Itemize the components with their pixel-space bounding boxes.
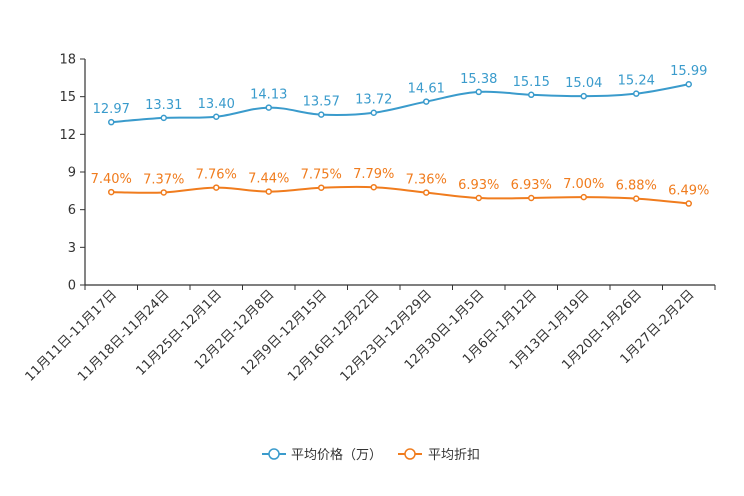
legend-item-avg-discount: 平均折扣 [398, 448, 480, 463]
data-label: 15.24 [618, 74, 655, 89]
data-point [475, 194, 482, 202]
data-label: 12.97 [93, 102, 130, 117]
data-point [633, 195, 640, 202]
data-point [423, 98, 430, 105]
series-line [111, 83, 689, 124]
x-tick-label: 12月23日-12月29日 [338, 287, 435, 384]
data-label: 7.37% [143, 172, 184, 187]
data-label: 13.40 [198, 97, 235, 112]
data-point [318, 111, 325, 118]
data-label: 13.72 [355, 93, 392, 108]
y-tick-label: 3 [68, 241, 76, 256]
data-label: 13.57 [303, 95, 340, 110]
y-tick-label: 12 [59, 128, 76, 143]
data-point [423, 189, 430, 196]
data-point [108, 188, 115, 196]
legend-item-avg-price: 平均价格（万） [262, 447, 382, 463]
legend-marker-icon [404, 448, 416, 460]
data-point [160, 189, 167, 196]
y-tick-label: 6 [68, 203, 76, 218]
data-label: 15.04 [565, 76, 602, 91]
y-tick-label: 9 [68, 166, 76, 181]
data-point [580, 193, 587, 201]
data-label: 7.44% [248, 172, 289, 187]
legend-label: 平均折扣 [428, 448, 480, 463]
data-point [685, 200, 692, 207]
x-tick-label: 12月16日-12月22日 [285, 287, 382, 384]
data-label: 6.93% [458, 178, 499, 193]
data-point [370, 183, 377, 191]
data-label: 6.93% [511, 178, 552, 193]
x-tick-label: 11月18日-11月24日 [75, 287, 172, 384]
data-label: 6.88% [616, 179, 657, 194]
y-tick-label: 15 [59, 90, 76, 105]
data-point [318, 184, 325, 191]
series-layer: 12.97 13.31 13.40 14.13 13.57 13.72 14.61 15.38… [91, 64, 709, 207]
data-point [265, 104, 272, 111]
data-label: 15.38 [460, 72, 497, 87]
data-label: 13.31 [145, 98, 182, 113]
x-tick-label: 11月11日-11月17日 [23, 287, 120, 384]
series-avg-discount: 7.40% 7.37% 7.76% 7.44% 7.75% 7.79% 7.36% 6.93%… [91, 167, 709, 207]
series-line [111, 185, 689, 205]
data-point [108, 118, 115, 126]
series-avg-price: 12.97 13.31 13.40 14.13 13.57 13.72 14.61 15.38… [93, 64, 707, 126]
data-point [528, 194, 535, 202]
data-point [580, 92, 587, 100]
data-label: 14.13 [250, 88, 287, 103]
data-point [528, 91, 535, 99]
data-label: 7.76% [196, 168, 237, 183]
data-label: 15.99 [670, 64, 707, 79]
legend: 平均价格（万） 平均折扣 [262, 447, 480, 463]
legend-label: 平均价格（万） [291, 447, 382, 463]
data-point [213, 184, 220, 191]
data-label: 7.75% [301, 168, 342, 183]
data-point [265, 188, 272, 195]
data-point [475, 88, 482, 96]
data-point [160, 114, 167, 122]
data-point [370, 109, 377, 116]
data-label: 7.79% [353, 167, 394, 182]
data-point [213, 113, 220, 121]
data-label: 7.40% [91, 172, 132, 187]
data-point [633, 90, 640, 97]
data-label: 14.61 [408, 82, 445, 97]
legend-marker-icon [268, 448, 280, 460]
data-label: 6.49% [668, 184, 709, 199]
data-label: 7.00% [563, 177, 604, 192]
y-tick-label: 0 [68, 279, 76, 294]
data-label: 7.36% [406, 173, 447, 188]
data-label: 15.15 [513, 75, 550, 90]
data-point [685, 80, 692, 88]
y-tick-label: 18 [59, 53, 76, 68]
